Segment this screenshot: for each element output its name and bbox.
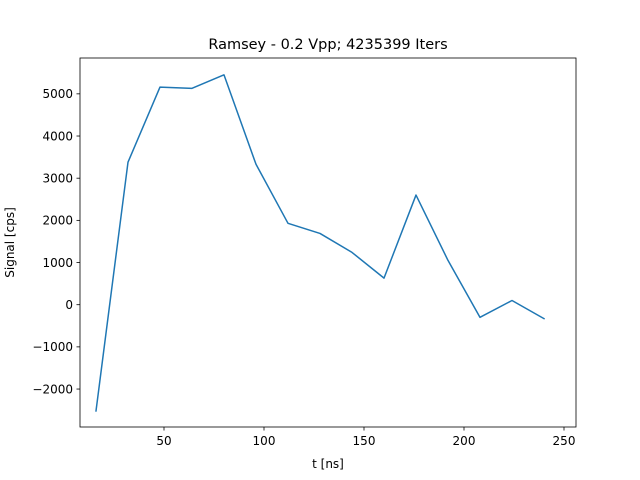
x-tick-label: 250 (553, 434, 576, 448)
x-axis-label: t [ns] (312, 457, 344, 471)
x-tick-label: 200 (453, 434, 476, 448)
plot-frame (79, 57, 577, 428)
y-tick-label: −2000 (32, 382, 73, 396)
y-tick-label: 5000 (42, 87, 73, 101)
x-tick-label: 50 (156, 434, 171, 448)
y-tick-label: 0 (65, 298, 73, 312)
y-tick-label: 2000 (42, 214, 73, 228)
x-axis: 50 100 150 200 250 (156, 427, 575, 448)
plot-area (95, 74, 546, 412)
y-tick-label: 1000 (42, 256, 73, 270)
y-tick-label: 3000 (42, 171, 73, 185)
y-tick-label: 4000 (42, 129, 73, 143)
y-tick-label: −1000 (32, 340, 73, 354)
x-tick-label: 100 (253, 434, 276, 448)
series-line (95, 74, 546, 412)
y-axis: −2000 −1000 0 1000 2000 3000 4000 5000 (32, 87, 80, 396)
chart-title: Ramsey - 0.2 Vpp; 4235399 Iters (208, 37, 447, 53)
x-tick-label: 150 (353, 434, 376, 448)
y-axis-label: Signal [cps] (3, 207, 17, 278)
